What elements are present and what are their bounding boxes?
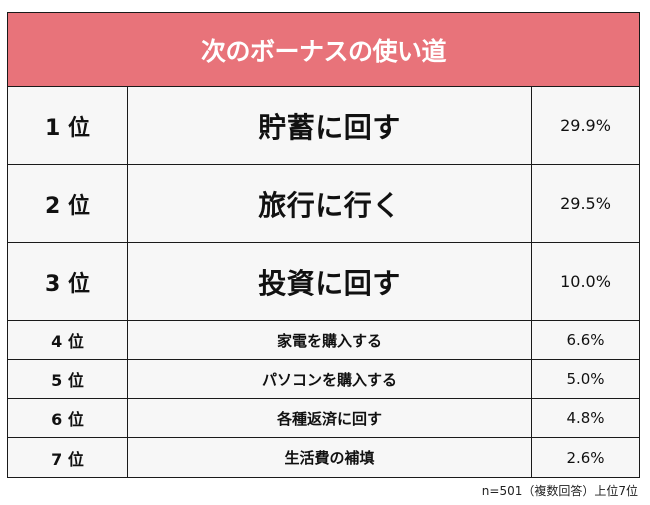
percent-cell: 5.0% — [566, 370, 605, 388]
table-row: 3 位 投資に回す 10.0% — [8, 243, 639, 321]
percent-cell: 29.9% — [560, 116, 611, 135]
rank-cell: 1 位 — [8, 87, 128, 164]
table-row: 2 位 旅行に行く 29.5% — [8, 165, 639, 243]
table-row: 5 位 パソコンを購入する 5.0% — [8, 360, 639, 399]
rank-cell: 7 位 — [8, 438, 128, 477]
rank-cell: 3 位 — [8, 243, 128, 320]
item-cell: 生活費の補填 — [128, 438, 532, 477]
table-row: 7 位 生活費の補填 2.6% — [8, 438, 639, 477]
item-cell: パソコンを購入する — [128, 360, 532, 398]
item-cell: 家電を購入する — [128, 321, 532, 359]
table-row: 4 位 家電を購入する 6.6% — [8, 321, 639, 360]
percent-cell: 4.8% — [566, 409, 605, 427]
item-cell: 各種返済に回す — [128, 399, 532, 437]
rank-cell: 2 位 — [8, 165, 128, 242]
percent-cell: 6.6% — [566, 331, 605, 349]
item-cell: 投資に回す — [128, 243, 532, 320]
rank-cell: 4 位 — [8, 321, 128, 359]
item-cell: 旅行に行く — [128, 165, 532, 242]
ranking-table: 次のボーナスの使い道 1 位 貯蓄に回す 29.9% 2 位 旅行に行く 29.… — [7, 12, 640, 478]
percent-cell: 29.5% — [560, 194, 611, 213]
percent-cell: 10.0% — [560, 272, 611, 291]
table-row: 6 位 各種返済に回す 4.8% — [8, 399, 639, 438]
rank-cell: 6 位 — [8, 399, 128, 437]
sample-size-footnote: n=501（複数回答）上位7位 — [481, 484, 638, 498]
table-row: 1 位 貯蓄に回す 29.9% — [8, 87, 639, 165]
percent-cell: 2.6% — [566, 448, 605, 467]
table-title: 次のボーナスの使い道 — [8, 13, 639, 87]
rank-cell: 5 位 — [8, 360, 128, 398]
item-cell: 貯蓄に回す — [128, 87, 532, 164]
